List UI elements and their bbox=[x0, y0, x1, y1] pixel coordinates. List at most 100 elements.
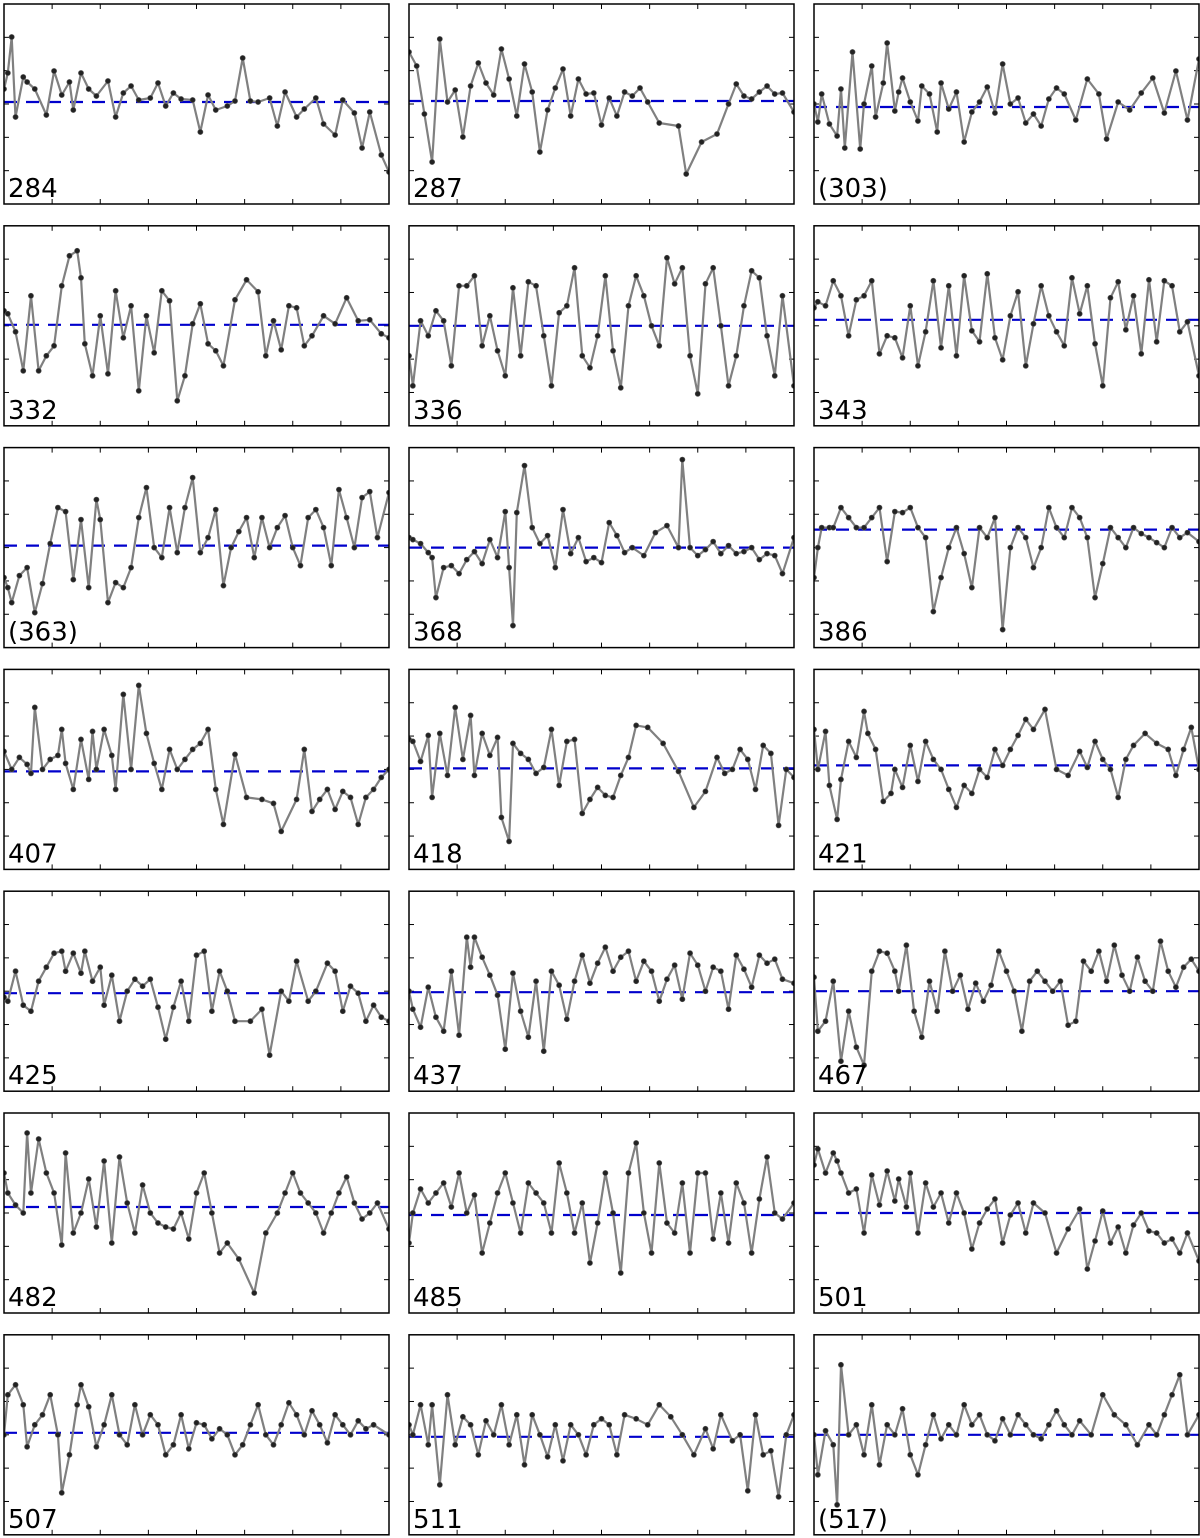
panel-label: 437 bbox=[413, 1061, 463, 1091]
data-point bbox=[587, 980, 593, 987]
data-point bbox=[853, 296, 860, 303]
data-point bbox=[610, 1210, 616, 1216]
data-point bbox=[78, 736, 84, 743]
data-point bbox=[463, 934, 470, 941]
data-point bbox=[717, 1411, 724, 1418]
data-point bbox=[548, 726, 555, 733]
data-point bbox=[602, 792, 609, 799]
data-point bbox=[158, 287, 165, 294]
data-point bbox=[502, 372, 509, 379]
data-point bbox=[1103, 136, 1110, 142]
data-point bbox=[922, 534, 929, 541]
panel-frame bbox=[813, 446, 1200, 649]
data-point bbox=[702, 1425, 709, 1432]
data-point bbox=[193, 1419, 200, 1426]
data-point bbox=[506, 76, 512, 82]
data-point bbox=[1015, 1411, 1021, 1418]
panel-frame bbox=[408, 1334, 795, 1536]
data-point bbox=[1076, 310, 1083, 317]
data-point bbox=[563, 302, 570, 309]
data-point bbox=[868, 1172, 875, 1178]
panel-437: 437 bbox=[408, 890, 795, 1092]
data-point bbox=[324, 786, 331, 793]
data-point bbox=[525, 756, 532, 763]
data-point bbox=[182, 372, 188, 379]
data-point bbox=[301, 1431, 308, 1438]
data-point bbox=[135, 387, 142, 394]
panel-label: 418 bbox=[413, 839, 463, 869]
panel-332: 332 bbox=[3, 225, 390, 427]
data-point bbox=[66, 1451, 73, 1458]
data-point bbox=[274, 123, 281, 129]
data-point bbox=[347, 794, 354, 801]
data-point bbox=[498, 1401, 505, 1408]
data-point bbox=[968, 1421, 975, 1428]
data-point bbox=[351, 110, 358, 116]
data-point bbox=[1030, 111, 1037, 117]
data-point bbox=[675, 123, 682, 129]
data-point bbox=[429, 1401, 435, 1408]
data-point bbox=[151, 760, 158, 767]
data-point bbox=[521, 61, 528, 67]
data-point bbox=[876, 504, 883, 511]
data-point bbox=[1022, 534, 1029, 541]
data-point bbox=[339, 1421, 346, 1428]
data-point bbox=[232, 751, 238, 758]
data-point bbox=[830, 524, 837, 531]
data-point bbox=[62, 1150, 69, 1156]
data-point bbox=[775, 1493, 782, 1500]
data-point bbox=[656, 1401, 663, 1408]
data-point bbox=[1184, 117, 1191, 123]
panel-label: 467 bbox=[818, 1061, 868, 1091]
data-point bbox=[830, 978, 837, 985]
data-point bbox=[984, 534, 991, 541]
data-point bbox=[915, 1471, 921, 1478]
data-point bbox=[610, 347, 616, 354]
data-point bbox=[16, 754, 23, 761]
data-point bbox=[1122, 756, 1129, 763]
data-point bbox=[598, 559, 605, 566]
data-point bbox=[552, 85, 559, 91]
data-point bbox=[70, 576, 77, 583]
data-point bbox=[320, 312, 327, 319]
data-point bbox=[1107, 294, 1114, 301]
data-point bbox=[1026, 978, 1033, 985]
data-point bbox=[247, 1018, 254, 1025]
data-point bbox=[590, 1421, 597, 1428]
data-point bbox=[58, 726, 65, 733]
data-point bbox=[78, 970, 84, 977]
data-point bbox=[540, 764, 547, 771]
panel-label: 336 bbox=[413, 396, 463, 426]
data-point bbox=[945, 1220, 952, 1226]
plot-area bbox=[814, 1361, 1199, 1508]
data-point bbox=[992, 1196, 998, 1202]
data-point bbox=[301, 746, 308, 753]
data-point bbox=[139, 1431, 146, 1438]
data-point bbox=[533, 282, 539, 289]
data-point bbox=[255, 99, 261, 105]
data-point bbox=[1134, 1441, 1141, 1448]
data-point bbox=[232, 98, 238, 104]
data-point bbox=[667, 1413, 674, 1420]
data-point bbox=[355, 821, 362, 828]
data-point bbox=[744, 1487, 751, 1494]
data-point bbox=[891, 108, 898, 114]
data-point bbox=[205, 92, 211, 98]
data-point bbox=[147, 95, 154, 101]
data-point bbox=[378, 774, 385, 781]
data-point bbox=[861, 708, 867, 715]
data-point bbox=[336, 486, 342, 493]
data-point bbox=[548, 968, 555, 975]
data-point bbox=[251, 554, 258, 561]
data-point bbox=[1146, 276, 1152, 283]
data-point bbox=[112, 579, 119, 586]
data-point bbox=[930, 277, 937, 284]
data-point bbox=[845, 1431, 852, 1438]
tick-marks bbox=[814, 225, 1199, 426]
data-point bbox=[205, 726, 211, 733]
data-point bbox=[262, 1230, 269, 1236]
series-line bbox=[409, 1141, 794, 1275]
data-point bbox=[814, 1028, 821, 1035]
data-point bbox=[282, 1190, 288, 1196]
